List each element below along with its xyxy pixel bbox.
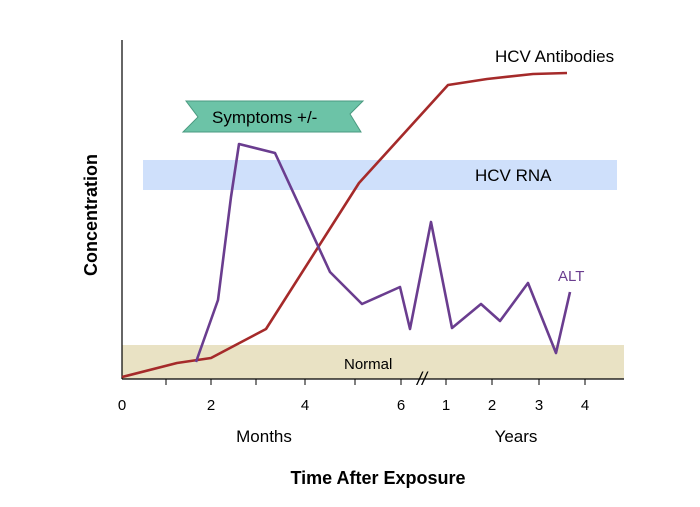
years-label: Years <box>495 427 538 446</box>
axis-break-marker: // <box>415 369 429 389</box>
tick-label-years-3: 3 <box>535 397 543 414</box>
tick-label-months-2: 2 <box>207 397 215 414</box>
series-label-alt: ALT <box>558 268 584 285</box>
tick-label-months-0: 0 <box>118 397 126 414</box>
hcv-rna-band-label: HCV RNA <box>475 166 552 185</box>
normal-band-label: Normal <box>344 356 392 373</box>
tick-label-years-2: 2 <box>488 397 496 414</box>
x-ticks <box>165 379 586 385</box>
tick-label-years-4: 4 <box>581 397 589 414</box>
y-axis-title: Concentration <box>81 154 101 276</box>
series-line-alt <box>194 142 572 363</box>
symptoms-banner <box>181 100 365 133</box>
x-axis-title: Time After Exposure <box>290 468 465 488</box>
months-label: Months <box>236 427 292 446</box>
tick-label-years-1: 1 <box>442 397 450 414</box>
normal-band <box>122 345 624 379</box>
symptoms-label: Symptoms +/- <box>212 108 317 127</box>
hcv-rna-band <box>143 160 617 190</box>
tick-label-months-4: 4 <box>301 397 309 414</box>
tick-label-months-6: 6 <box>397 397 405 414</box>
series-line-hcv-antibodies <box>121 71 568 379</box>
series-label-hcv-antibodies: HCV Antibodies <box>495 47 614 66</box>
